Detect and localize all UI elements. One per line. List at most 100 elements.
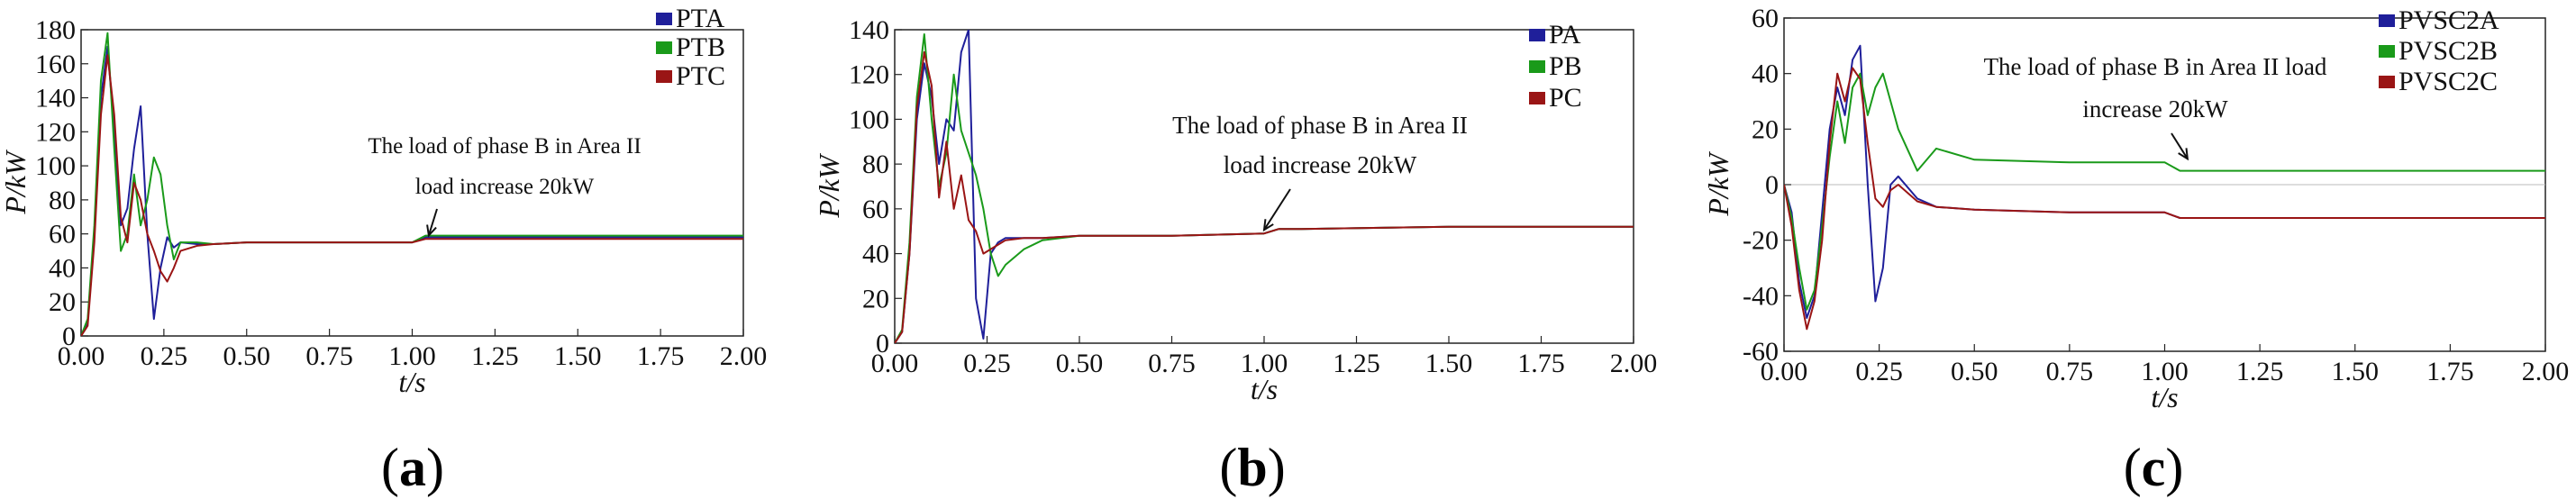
annotation-arrow	[1263, 188, 1291, 231]
x-tick-label: 1.25	[471, 341, 519, 371]
x-tick-label: 0.25	[963, 349, 1011, 378]
y-tick-label: 60	[862, 195, 889, 224]
x-tick-label: 1.50	[2332, 357, 2380, 386]
series-line-ptb	[81, 32, 743, 336]
x-tick-label: 1.25	[2236, 357, 2284, 386]
y-tick-label: 60	[49, 220, 76, 250]
y-tick-label: 80	[862, 150, 889, 179]
y-tick-label: -60	[1743, 337, 1779, 367]
x-tick-label: 0.00	[871, 349, 919, 378]
legend-label-pa: PA	[1549, 20, 1581, 50]
y-tick-label: 0	[62, 322, 76, 351]
x-axis-label: t/s	[1251, 373, 1278, 405]
annotation-line-2: load increase 20kW	[415, 175, 595, 199]
y-tick-label: 120	[849, 60, 889, 90]
y-tick-label: 20	[49, 287, 76, 317]
legend-swatch-pta	[656, 13, 672, 25]
panel-caption-b: (b)	[1162, 437, 1343, 499]
legend-swatch-ptc	[656, 70, 672, 83]
series-line-pvsc2c	[1784, 67, 2545, 331]
caption-letter-a: a	[399, 438, 426, 497]
legend-label-pvsc2a: PVSC2A	[2399, 5, 2499, 35]
y-tick-label: 40	[862, 240, 889, 269]
legend-label-pvsc2c: PVSC2C	[2399, 67, 2498, 96]
series-line-pa	[895, 30, 1634, 343]
annotation-line-1: The load of phase B in Area II load	[1984, 53, 2327, 80]
y-tick-label: 160	[35, 50, 76, 79]
caption-open-a: (	[381, 438, 399, 497]
x-tick-label: 1.75	[637, 341, 685, 371]
plot-frame	[80, 29, 744, 337]
annotation-line-2: increase 20kW	[2082, 95, 2228, 122]
legend-swatch-pvsc2b	[2379, 45, 2395, 58]
annotation-arrow	[427, 208, 438, 236]
legend-label-pvsc2b: PVSC2B	[2399, 36, 2498, 66]
x-tick-label: 0.00	[1761, 357, 1808, 386]
x-tick-label: 2.00	[720, 341, 768, 371]
y-tick-label: -40	[1743, 281, 1779, 311]
legend-label-ptb: PTB	[676, 32, 725, 62]
x-tick-label: 0.00	[58, 341, 105, 371]
x-tick-label: 1.00	[388, 341, 436, 371]
caption-open-b: (	[1219, 438, 1238, 497]
y-tick-label: 180	[35, 15, 76, 45]
x-tick-label: 2.00	[2522, 357, 2570, 386]
x-tick-label: 0.75	[2046, 357, 2094, 386]
panel-caption-a: (a)	[323, 437, 503, 499]
x-tick-label: 0.25	[1855, 357, 1903, 386]
panel-caption-c: (c)	[2063, 437, 2244, 499]
legend-label-pb: PB	[1549, 51, 1582, 81]
plot-frame	[894, 29, 1634, 344]
legend-swatch-pvsc2c	[2379, 76, 2395, 88]
legend-swatch-pc	[1529, 92, 1545, 104]
y-tick-label: 20	[862, 284, 889, 313]
series-line-pb	[895, 33, 1634, 343]
y-tick-label: 80	[49, 186, 76, 215]
x-tick-label: 1.50	[1425, 349, 1473, 378]
caption-close-b: )	[1267, 438, 1286, 497]
y-tick-label: 120	[35, 117, 76, 147]
y-tick-label: 40	[49, 253, 76, 283]
y-tick-label: -20	[1743, 226, 1779, 256]
x-axis-label: t/s	[398, 366, 425, 398]
annotation-line-2: load increase 20kW	[1224, 151, 1417, 178]
annotation-line-1: The load of phase B in Area II	[1172, 112, 1468, 139]
annotation-arrowhead	[426, 224, 437, 238]
legend-swatch-pvsc2a	[2379, 14, 2395, 27]
caption-open-c: (	[2123, 438, 2142, 497]
y-tick-label: 20	[1752, 114, 1779, 144]
x-tick-label: 0.50	[223, 341, 271, 371]
legend-label-ptc: PTC	[676, 61, 725, 91]
x-tick-label: 0.75	[1148, 349, 1196, 378]
y-axis-label: P/kW	[1702, 150, 1734, 217]
annotation-arrowhead	[2178, 148, 2189, 161]
x-tick-label: 0.50	[1056, 349, 1104, 378]
y-tick-label: 40	[1752, 59, 1779, 89]
y-tick-label: 60	[1752, 4, 1779, 33]
x-tick-label: 2.00	[1610, 349, 1658, 378]
x-tick-label: 0.50	[1951, 357, 1998, 386]
caption-close-c: )	[2165, 438, 2184, 497]
legend-swatch-pa	[1529, 29, 1545, 41]
caption-letter-b: b	[1237, 438, 1268, 497]
y-tick-label: 0	[876, 329, 889, 358]
x-tick-label: 1.75	[2426, 357, 2474, 386]
x-tick-label: 1.00	[2141, 357, 2189, 386]
annotation-line-1: The load of phase B in Area II	[368, 134, 641, 159]
x-tick-label: 1.75	[1517, 349, 1565, 378]
x-axis-label: t/s	[2151, 381, 2178, 413]
series-line-ptc	[81, 54, 743, 336]
y-tick-label: 100	[849, 104, 889, 134]
x-tick-label: 1.25	[1333, 349, 1380, 378]
legend-swatch-ptb	[656, 41, 672, 54]
x-tick-label: 1.50	[554, 341, 602, 371]
y-tick-label: 100	[35, 151, 76, 181]
series-line-pc	[895, 50, 1634, 343]
annotation-arrowhead	[1262, 219, 1274, 232]
chart-c: 0.00 0.25 0.50 0.75 1.00 1.25 1.50 1.75 2.00 -60 -…	[1702, 4, 2569, 413]
caption-close-a: )	[426, 438, 444, 497]
legend-label-pta: PTA	[676, 4, 725, 33]
